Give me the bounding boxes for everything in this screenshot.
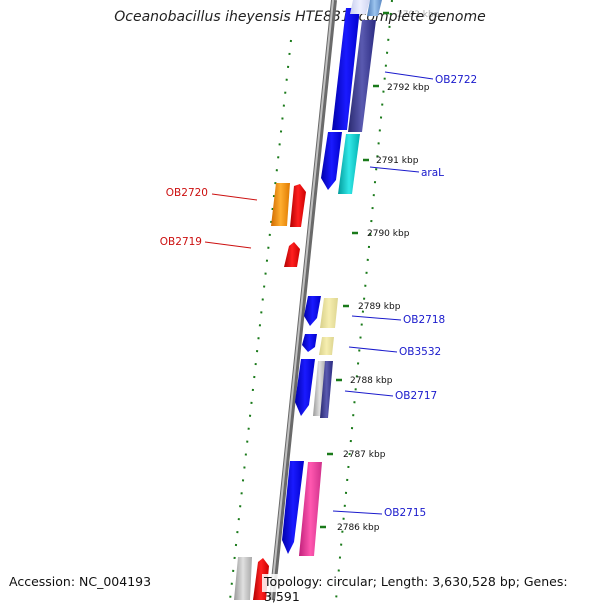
- gene-ob3532-arrow[interactable]: [302, 334, 317, 352]
- genome-summary-text: Topology: circular; Length: 3,630,528 bp…: [262, 574, 600, 604]
- gene-ob2717-gray[interactable]: [313, 361, 326, 416]
- gene-ob2717-navy[interactable]: [320, 361, 333, 418]
- gene-labels[interactable]: OB2722 araL OB2718 OB3532 OB2717 OB2715 …: [160, 74, 477, 519]
- tick-label-2790: 2790 kbp: [367, 229, 410, 239]
- gene-ob2715-arrow[interactable]: [282, 461, 304, 554]
- tick-label-2793: 2793 kbp: [397, 10, 440, 20]
- gene-label-ob2722[interactable]: OB2722: [435, 74, 477, 86]
- map-title: Oceanobacillus iheyensis HTE831, complet…: [114, 9, 486, 25]
- tick-label-2788: 2788 kbp: [350, 376, 393, 386]
- gene-label-ob2718[interactable]: OB2718: [403, 314, 445, 326]
- gene-ob2722-block-2[interactable]: [348, 20, 376, 132]
- tick-label-2786: 2786 kbp: [337, 523, 380, 533]
- gene-ob2720-red[interactable]: [290, 184, 306, 227]
- tick-label-2791: 2791 kbp: [376, 156, 419, 166]
- tick-label-2789: 2789 kbp: [358, 302, 401, 312]
- gene-ob2719[interactable]: [284, 242, 300, 267]
- gene-label-ob3532[interactable]: OB3532: [399, 346, 441, 358]
- gene-bottom-gray[interactable]: [234, 557, 252, 600]
- gene-top-pale[interactable]: [350, 0, 370, 14]
- gene-label-aral[interactable]: araL: [421, 167, 444, 179]
- gene-aral[interactable]: [338, 134, 360, 194]
- gene-label-ob2717[interactable]: OB2717: [395, 390, 437, 402]
- gene-top-sky[interactable]: [367, 0, 382, 16]
- tick-label-2792: 2792 kbp: [387, 83, 430, 93]
- label-leader-lines: [204, 71, 434, 515]
- gene-label-ob2719[interactable]: OB2719: [160, 236, 202, 248]
- gene-ob2715-pink[interactable]: [299, 462, 322, 556]
- gene-label-ob2715[interactable]: OB2715: [384, 507, 426, 519]
- genome-backbone: [269, 0, 337, 600]
- gene-blue-arrow-1[interactable]: [321, 132, 342, 190]
- gene-ob2717-arrow[interactable]: [295, 359, 315, 416]
- inner-dotted-ring: [229, 39, 292, 600]
- reverse-strand-genes[interactable]: [234, 183, 306, 600]
- tick-label-2787: 2787 kbp: [343, 450, 386, 460]
- gene-ob3532-block[interactable]: [319, 337, 334, 355]
- gene-ob2720-orange[interactable]: [271, 183, 290, 226]
- forward-strand-genes[interactable]: [282, 0, 382, 556]
- gene-ob2722-block-1[interactable]: [332, 8, 360, 130]
- gene-label-ob2720[interactable]: OB2720: [166, 187, 208, 199]
- position-tick-labels: 2793 kbp 2792 kbp 2791 kbp 2790 kbp 2789…: [337, 10, 440, 533]
- accession-text: Accession: NC_004193: [9, 574, 152, 589]
- gene-ob2718-block[interactable]: [320, 298, 338, 328]
- position-ticks: [320, 11, 389, 529]
- gene-ob2718-arrow[interactable]: [304, 296, 321, 326]
